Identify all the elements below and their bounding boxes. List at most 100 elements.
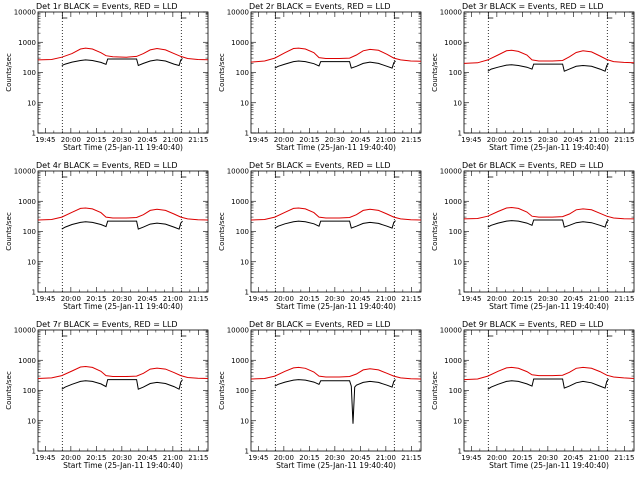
- x-tick-label: 21:00: [589, 136, 609, 144]
- y-tick-label: 1: [458, 289, 462, 297]
- y-axis-label: Counts/sec: [218, 53, 226, 92]
- y-tick-label: 10: [27, 258, 36, 266]
- y-tick-label: 10: [27, 99, 36, 107]
- y-tick-label: 1: [458, 448, 462, 456]
- x-tick-label: 20:45: [350, 454, 370, 462]
- x-tick-label: 20:45: [137, 454, 157, 462]
- y-tick-label: 10000: [440, 327, 462, 335]
- lld-series-line: [463, 49, 635, 64]
- x-tick-label: 20:30: [325, 454, 345, 462]
- y-tick-label: 100: [449, 387, 462, 395]
- x-tick-label: 21:00: [163, 295, 183, 303]
- detector-panel-8: Det 8r BLACK = Events, RED = LLD 1 10 100 10…: [218, 320, 421, 470]
- plot-frame: [463, 11, 635, 134]
- events-series-line: [61, 58, 183, 67]
- y-axis-label: Counts/sec: [431, 53, 439, 92]
- y-tick-label: 1: [32, 130, 36, 138]
- x-tick-label: 20:00: [274, 454, 294, 462]
- detector-panel-5: Det 5r BLACK = Events, RED = LLD 1 10 100 10…: [218, 161, 421, 311]
- x-tick-label: 20:30: [112, 136, 132, 144]
- x-tick-label: 20:45: [563, 295, 583, 303]
- panel-title: Det 2r BLACK = Events, RED = LLD: [249, 2, 391, 11]
- plot-frame: [463, 329, 635, 452]
- lld-series-line: [463, 366, 635, 381]
- y-tick-label: 100: [23, 228, 36, 236]
- x-tick-label: 20:15: [299, 295, 319, 303]
- y-tick-label: 10000: [440, 168, 462, 176]
- flag-bracket: [61, 12, 68, 19]
- detector-panel-9: Det 9r BLACK = Events, RED = LLD 1 10 100 10…: [431, 320, 634, 470]
- x-tick-label: 20:00: [487, 136, 507, 144]
- x-tick-label: 20:15: [299, 136, 319, 144]
- x-axis-label: Start Time (25-Jan-11 19:40:40): [276, 302, 396, 311]
- y-tick-label: 10000: [14, 9, 36, 17]
- y-tick-label: 10: [240, 417, 249, 425]
- x-tick-label: 20:15: [86, 295, 106, 303]
- y-tick-label: 10: [27, 417, 36, 425]
- y-tick-label: 10: [240, 99, 249, 107]
- lld-series-line: [37, 365, 209, 379]
- y-tick-label: 1000: [18, 198, 36, 206]
- y-axis-label: Counts/sec: [5, 53, 13, 92]
- y-tick-label: 10000: [440, 9, 462, 17]
- flag-bracket: [487, 330, 494, 337]
- lld-series-line: [250, 207, 422, 221]
- y-tick-label: 100: [236, 228, 249, 236]
- plot-frame: [37, 170, 209, 293]
- x-tick-label: 21:15: [401, 295, 421, 303]
- x-tick-label: 20:00: [274, 295, 294, 303]
- lld-series-line: [37, 207, 209, 221]
- detector-panel-7: Det 7r BLACK = Events, RED = LLD 1 10 100 10…: [5, 320, 208, 470]
- panel-title: Det 1r BLACK = Events, RED = LLD: [36, 2, 178, 11]
- y-axis-label: Counts/sec: [431, 212, 439, 251]
- y-tick-label: 100: [236, 69, 249, 77]
- x-tick-label: 21:00: [376, 136, 396, 144]
- y-tick-label: 10: [240, 258, 249, 266]
- detector-panel-2: Det 2r BLACK = Events, RED = LLD 1 10 100 10…: [218, 2, 421, 152]
- y-tick-label: 1: [245, 130, 249, 138]
- y-tick-label: 1: [32, 289, 36, 297]
- x-axis-label: Start Time (25-Jan-11 19:40:40): [63, 461, 183, 470]
- events-series-line: [61, 379, 183, 390]
- x-tick-label: 20:00: [61, 136, 81, 144]
- x-tick-label: 20:30: [325, 295, 345, 303]
- events-series-line: [274, 379, 396, 424]
- flag-bracket: [393, 171, 400, 178]
- y-tick-label: 10000: [14, 327, 36, 335]
- y-tick-label: 1: [245, 289, 249, 297]
- x-tick-label: 21:15: [401, 136, 421, 144]
- lld-series-line: [250, 366, 422, 380]
- y-axis-label: Counts/sec: [5, 212, 13, 251]
- x-tick-label: 21:00: [589, 295, 609, 303]
- x-tick-label: 21:00: [376, 454, 396, 462]
- x-axis-label: Start Time (25-Jan-11 19:40:40): [489, 143, 609, 152]
- x-tick-label: 19:45: [35, 454, 55, 462]
- flag-bracket: [393, 12, 400, 19]
- plot-frame: [250, 170, 422, 293]
- y-axis-label: Counts/sec: [5, 371, 13, 410]
- plot-frame: [463, 170, 635, 293]
- x-axis-label: Start Time (25-Jan-11 19:40:40): [489, 461, 609, 470]
- flag-bracket: [61, 171, 68, 178]
- x-tick-label: 20:15: [512, 136, 532, 144]
- x-axis-label: Start Time (25-Jan-11 19:40:40): [63, 143, 183, 152]
- y-tick-label: 1000: [231, 198, 249, 206]
- x-tick-label: 20:30: [325, 136, 345, 144]
- events-series-line: [487, 378, 609, 390]
- x-tick-label: 20:15: [86, 454, 106, 462]
- x-tick-label: 20:30: [538, 295, 558, 303]
- events-series-line: [61, 220, 183, 230]
- panel-title: Det 4r BLACK = Events, RED = LLD: [36, 161, 178, 170]
- detector-panel-3: Det 3r BLACK = Events, RED = LLD 1 10 100 10…: [431, 2, 634, 152]
- x-tick-label: 21:15: [614, 136, 634, 144]
- y-tick-label: 1000: [18, 39, 36, 47]
- y-tick-label: 10000: [227, 9, 249, 17]
- flag-bracket: [606, 330, 613, 337]
- y-tick-label: 1000: [18, 357, 36, 365]
- x-tick-label: 20:45: [563, 454, 583, 462]
- x-tick-label: 19:45: [461, 136, 481, 144]
- x-tick-label: 20:30: [112, 454, 132, 462]
- y-tick-label: 100: [23, 387, 36, 395]
- x-axis-label: Start Time (25-Jan-11 19:40:40): [276, 143, 396, 152]
